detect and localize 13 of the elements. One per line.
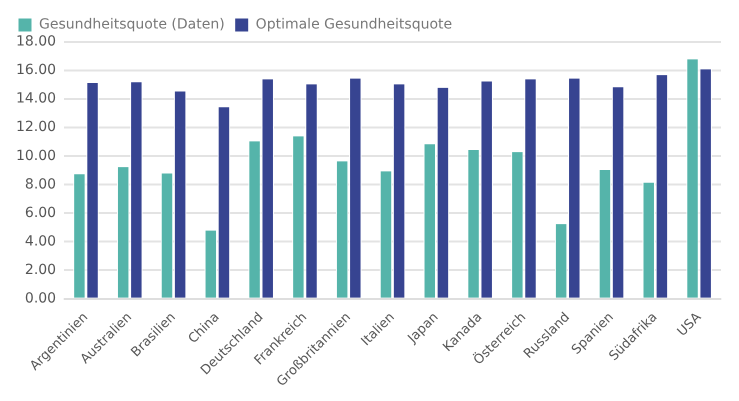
y-tick-label: 8.00 [24,176,56,192]
y-tick-label: 0.00 [24,290,56,306]
legend-label: Optimale Gesundheitsquote [256,16,452,33]
y-tick-label: 6.00 [24,204,56,221]
y-tick-label: 12.00 [16,119,56,136]
y-tick-label: 16.00 [16,62,56,78]
x-tick-label: USA [674,310,704,340]
legend-label: Gesundheitsquote (Daten) [39,16,225,33]
y-tick-label: 10.00 [16,148,56,164]
y-tick-label: 18.00 [16,34,56,50]
y-tick-label: 4.00 [24,233,56,250]
y-tick-label: 2.00 [24,262,56,278]
y-tick-label: 14.00 [16,90,56,107]
